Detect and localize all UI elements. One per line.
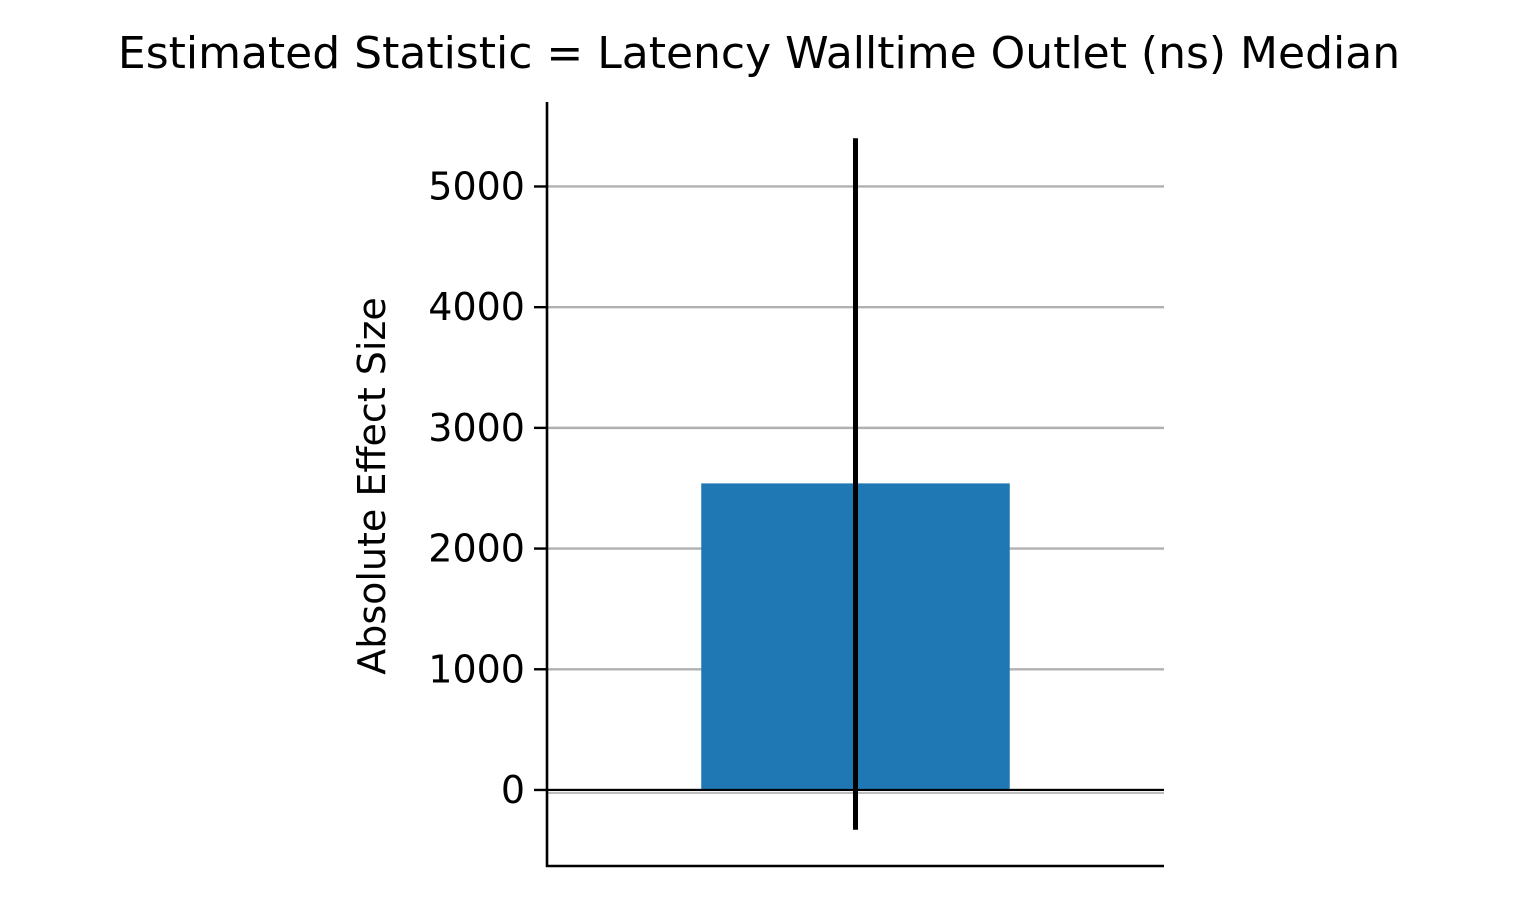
y-axis-label: Absolute Effect Size: [350, 297, 394, 675]
chart-title: Estimated Statistic = Latency Walltime O…: [118, 28, 1400, 79]
y-ticks: 0 1000 2000 3000 4000 5000: [428, 164, 547, 812]
y-tick-label: 5000: [428, 164, 525, 208]
axes: [545, 102, 1164, 868]
y-tick-label: 2000: [428, 527, 525, 571]
y-tick-label: 1000: [428, 647, 525, 691]
y-tick-label: 4000: [428, 285, 525, 329]
y-tick-label: 3000: [428, 406, 525, 450]
y-tick-label: 0: [501, 768, 525, 812]
